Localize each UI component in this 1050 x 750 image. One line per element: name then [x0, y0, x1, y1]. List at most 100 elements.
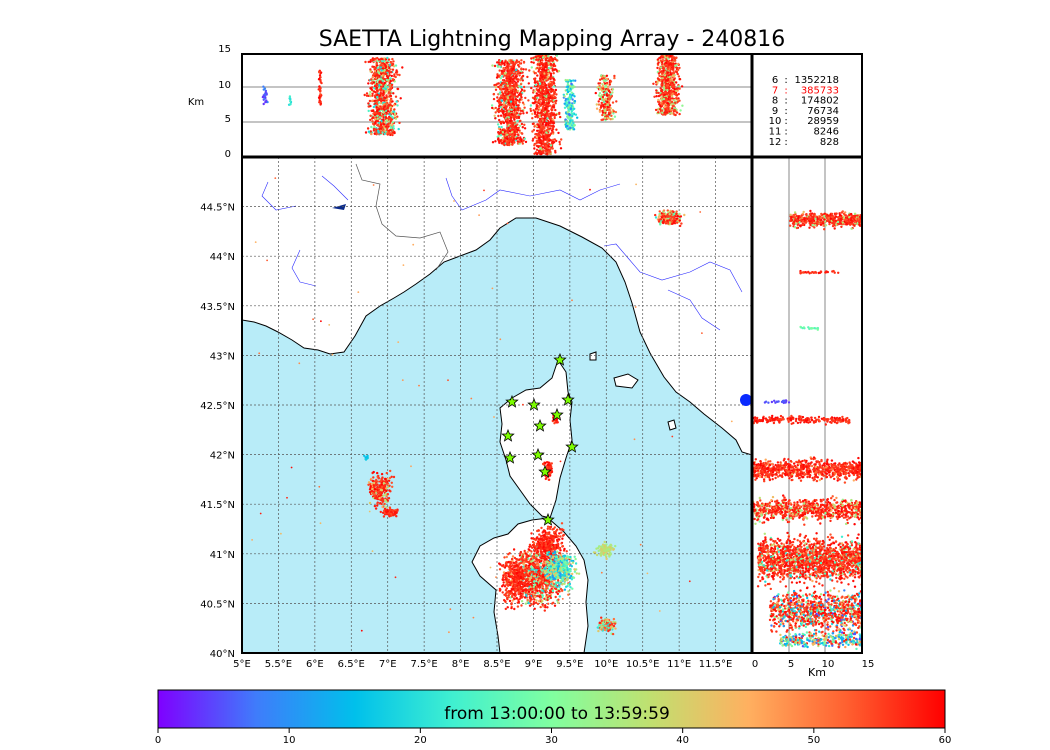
lightning-point [540, 98, 543, 101]
lightning-point [608, 83, 611, 86]
lightning-point [541, 63, 544, 67]
lightning-point [538, 583, 541, 587]
lightning-point [666, 92, 669, 95]
lightning-point [507, 110, 510, 113]
lightning-point [553, 604, 557, 607]
lightning-point [674, 64, 677, 68]
lightning-point [387, 91, 391, 94]
lightning-point [382, 94, 385, 97]
lightning-point [550, 97, 553, 100]
lightning-point [553, 85, 556, 88]
lightning-point [563, 95, 566, 98]
lightning-point [516, 72, 520, 75]
lightning-point [566, 102, 569, 105]
lightning-point [543, 127, 546, 130]
lightning-point [536, 559, 539, 563]
lightning-point [373, 69, 377, 73]
lightning-point [598, 110, 602, 113]
lightning-point [369, 87, 373, 90]
lightning-point [597, 103, 601, 106]
lightning-point [549, 90, 553, 94]
lightning-point [544, 606, 547, 609]
lightning-point [384, 116, 387, 119]
lightning-point [548, 57, 551, 60]
lightning-point [504, 132, 508, 135]
lightning-point [388, 88, 392, 91]
lightning-point [497, 85, 500, 89]
lightning-point [533, 90, 536, 93]
lightning-point [538, 77, 542, 81]
lightning-point [317, 78, 321, 81]
lightning-point [552, 94, 555, 97]
lightning-point [389, 106, 392, 109]
lightning-point [520, 96, 523, 99]
lightning-point [387, 58, 391, 61]
lightning-point [389, 129, 392, 132]
lightning-point [536, 116, 539, 119]
lightning-point [498, 69, 501, 72]
lightning-point [666, 88, 669, 92]
lightning-point [536, 82, 540, 85]
lightning-point [371, 65, 374, 68]
lightning-point [547, 137, 551, 140]
lightning-point [518, 62, 522, 65]
lightning-point [509, 98, 512, 101]
lightning-point [516, 80, 519, 83]
lightning-point [502, 98, 506, 102]
lightning-point [668, 75, 671, 79]
lightning-point [396, 87, 399, 91]
lightning-point [387, 122, 390, 126]
lightning-point [535, 136, 539, 139]
lightning-point [391, 68, 395, 71]
lightning-point [509, 68, 512, 72]
lightning-point [497, 114, 500, 118]
lightning-point [523, 137, 526, 140]
lightning-point [541, 102, 544, 106]
lightning-point [502, 101, 506, 105]
lightning-point [572, 79, 575, 82]
lightning-point [377, 58, 381, 61]
lightning-point [541, 599, 544, 603]
lightning-point [548, 145, 551, 148]
lightning-point [613, 74, 616, 78]
lightning-point [373, 111, 376, 114]
lightning-point [525, 555, 529, 559]
lightning-point [520, 67, 523, 70]
lightning-point [389, 126, 393, 130]
lightning-point [614, 110, 618, 114]
lightning-point [535, 582, 539, 585]
lightning-point [506, 76, 510, 79]
lightning-point [528, 69, 531, 72]
lightning-point [545, 137, 548, 140]
lightning-point [545, 64, 548, 67]
lightning-point [383, 81, 386, 85]
lightning-point [388, 95, 391, 98]
lightning-point [551, 602, 554, 605]
lightning-point [542, 101, 546, 104]
lightning-point [549, 112, 552, 116]
lightning-point [538, 115, 541, 118]
lightning-point [386, 101, 389, 105]
lightning-point [508, 119, 512, 123]
lightning-point [517, 107, 520, 110]
lightning-point [392, 127, 395, 130]
lightning-point [507, 124, 510, 127]
altitude-tick: 0 [225, 149, 231, 160]
lightning-point [512, 130, 516, 134]
lightning-point [506, 130, 509, 133]
lightning-point [375, 132, 378, 135]
lightning-point [532, 56, 535, 59]
lightning-point [522, 85, 526, 89]
lightning-point [521, 101, 525, 104]
lightning-point [536, 589, 539, 593]
lightning-point [522, 139, 525, 142]
lightning-point [531, 559, 534, 563]
lightning-point [391, 79, 395, 82]
lightning-point [319, 76, 322, 79]
lightning-point [502, 121, 506, 125]
lightning-point [386, 110, 390, 113]
lightning-point [545, 103, 548, 106]
lightning-point [541, 56, 545, 59]
lightning-point [498, 118, 501, 122]
lightning-point [373, 118, 377, 121]
